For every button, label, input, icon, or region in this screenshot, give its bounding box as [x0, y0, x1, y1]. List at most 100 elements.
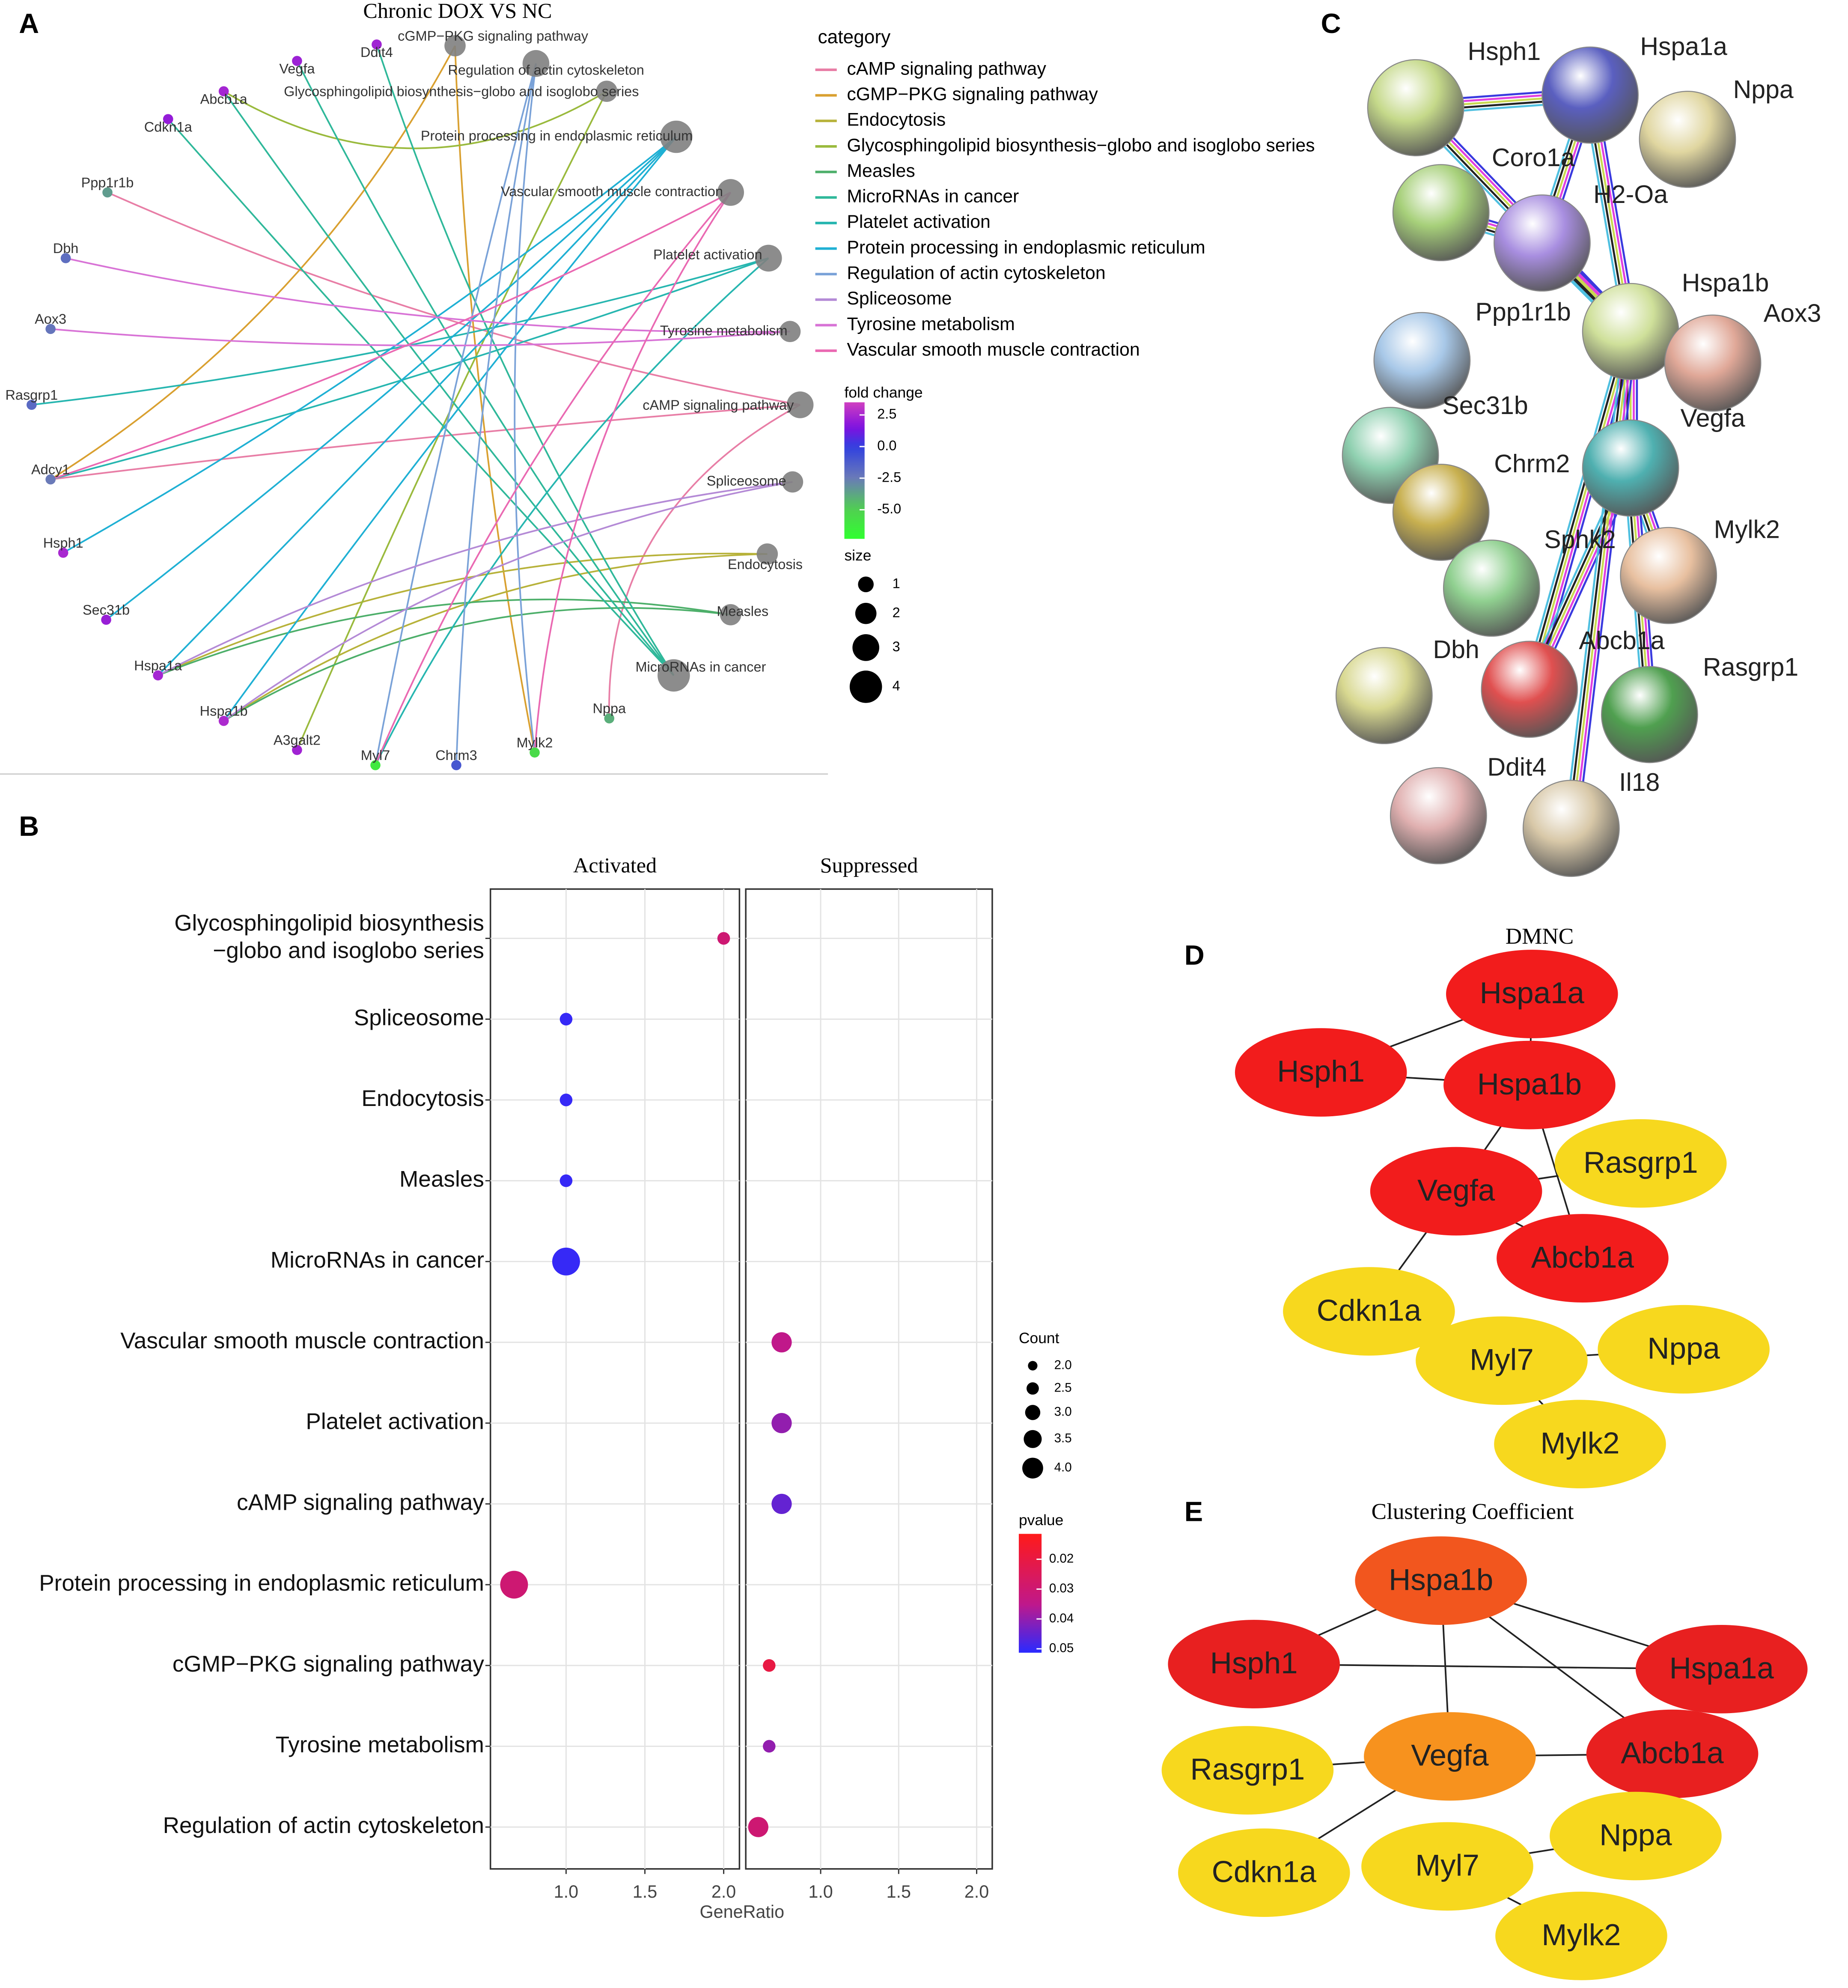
gene-label: Adcy1	[31, 462, 70, 477]
colorbar	[1018, 1534, 1042, 1653]
legend-label: Regulation of actin cytoskeleton	[847, 262, 1105, 283]
edge	[375, 192, 732, 766]
protein-node	[1392, 164, 1490, 262]
edge	[376, 44, 675, 676]
pathway-node	[720, 604, 741, 626]
colorbar-tick-label: 0.0	[877, 438, 896, 453]
dot	[559, 1174, 573, 1187]
gene-label: Mylk2	[517, 735, 553, 750]
size-legend-label: 3.0	[1054, 1405, 1072, 1419]
gene-node	[1598, 1305, 1770, 1394]
protein-node	[1335, 647, 1433, 745]
x-tick-label: 2.0	[964, 1882, 989, 1902]
x-tick-label: 1.5	[633, 1882, 657, 1902]
gene-node	[218, 86, 229, 97]
protein-node	[1620, 527, 1717, 624]
y-tick-label: Regulation of actin cytoskeleton	[163, 1813, 484, 1838]
edge	[50, 45, 456, 480]
gene-node	[1370, 1147, 1542, 1236]
pathway-node	[786, 391, 814, 418]
gene-label: Hsph1	[1210, 1646, 1298, 1680]
gene-label: Mylk2	[1540, 1426, 1619, 1460]
edge	[514, 63, 537, 753]
protein-node	[1582, 283, 1679, 380]
gene-node	[1446, 950, 1618, 1038]
network-edge	[1522, 329, 1626, 688]
protein-node	[1392, 464, 1490, 561]
gene-label: Dbh	[53, 241, 79, 256]
network-edge	[1525, 330, 1629, 689]
pathway-label: Platelet activation	[653, 247, 762, 262]
gene-node	[292, 56, 302, 66]
gene-label: Myl7	[361, 748, 390, 763]
size-legend-label: 2.0	[1054, 1358, 1072, 1372]
edge	[223, 91, 675, 676]
x-tick-label: 1.5	[887, 1882, 911, 1902]
protein-label: Ppp1r1b	[1476, 298, 1571, 326]
edge	[50, 191, 731, 480]
panel-frame	[745, 888, 993, 1870]
gene-node	[1161, 1726, 1334, 1815]
colorbar-tick-label: -2.5	[877, 469, 901, 485]
gene-node	[372, 39, 382, 50]
edge	[50, 404, 801, 480]
size-legend-dot	[855, 602, 877, 624]
pathway-label: MicroRNAs in cancer	[635, 659, 766, 674]
protein-node	[1664, 314, 1762, 412]
y-tick-label: Spliceosome	[354, 1005, 484, 1030]
protein-label: Dbh	[1433, 635, 1479, 664]
pathway-node	[717, 179, 744, 206]
protein-label: Hsph1	[1467, 37, 1541, 66]
pathway-node	[444, 35, 466, 57]
pathway-label: cAMP signaling pathway	[643, 397, 794, 413]
edge	[223, 90, 607, 149]
protein-node	[1601, 666, 1698, 763]
protein-node	[1443, 539, 1540, 637]
protein-label: Hspa1b	[1682, 269, 1769, 297]
gene-node	[101, 614, 111, 625]
network-title: Clustering Coefficient	[1372, 1499, 1574, 1524]
y-tick-label: Endocytosis	[361, 1086, 484, 1111]
size-legend-dot	[1028, 1361, 1038, 1371]
protein-label: Aox3	[1764, 299, 1821, 327]
protein-node	[1522, 780, 1620, 877]
edge	[50, 257, 769, 480]
panel-label: A	[19, 8, 39, 39]
gene-node	[1364, 1712, 1536, 1801]
protein-node	[1582, 419, 1679, 517]
legend-label: MicroRNAs in cancer	[847, 186, 1019, 207]
protein-label: Vegfa	[1681, 404, 1745, 432]
edge	[50, 328, 790, 346]
gene-node	[1283, 1267, 1455, 1356]
gene-node	[218, 715, 229, 726]
edge	[158, 599, 731, 677]
gene-label: Cdkn1a	[144, 119, 193, 134]
gene-label: Vegfa	[1411, 1739, 1489, 1773]
colorbar-tick-label: -5.0	[877, 501, 901, 516]
gene-node	[102, 187, 113, 198]
dot	[763, 1659, 776, 1672]
gene-node	[451, 760, 461, 770]
edge	[157, 136, 677, 676]
pathway-node	[756, 543, 778, 565]
gene-label: Nppa	[1599, 1818, 1672, 1852]
protein-label: Sphk2	[1544, 525, 1616, 554]
legend-label: Protein processing in endoplasmic reticu…	[847, 237, 1205, 258]
gene-label: Sec31b	[83, 602, 130, 617]
network-edge	[1570, 331, 1632, 829]
gene-node	[27, 399, 37, 410]
pathway-node	[522, 50, 550, 77]
network-edge	[1567, 331, 1629, 829]
pathway-label: Protein processing in endoplasmic reticu…	[421, 128, 693, 143]
gene-label: Hspa1b	[1477, 1067, 1582, 1101]
legend-label: cAMP signaling pathway	[847, 58, 1046, 79]
protein-label: Mylk2	[1714, 515, 1780, 543]
edge	[223, 481, 793, 722]
protein-node	[1390, 767, 1487, 864]
y-tick-label: MicroRNAs in cancer	[271, 1247, 484, 1273]
strip	[490, 845, 740, 889]
edge	[223, 607, 731, 722]
dot	[500, 1571, 528, 1599]
